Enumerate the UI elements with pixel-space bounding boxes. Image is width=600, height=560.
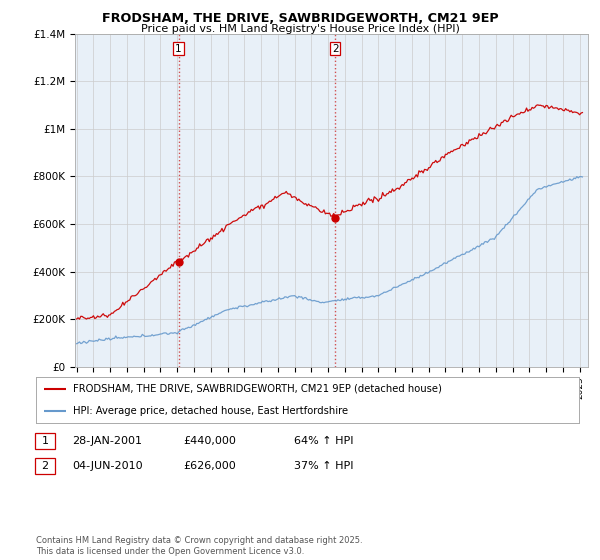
Text: 04-JUN-2010: 04-JUN-2010: [72, 461, 143, 471]
Text: 37% ↑ HPI: 37% ↑ HPI: [294, 461, 353, 471]
Text: HPI: Average price, detached house, East Hertfordshire: HPI: Average price, detached house, East…: [73, 406, 348, 416]
Text: 1: 1: [175, 44, 182, 54]
Text: 2: 2: [332, 44, 338, 54]
Text: 28-JAN-2001: 28-JAN-2001: [72, 436, 142, 446]
Text: £626,000: £626,000: [183, 461, 236, 471]
Text: 1: 1: [41, 436, 49, 446]
Text: Price paid vs. HM Land Registry's House Price Index (HPI): Price paid vs. HM Land Registry's House …: [140, 24, 460, 34]
Text: Contains HM Land Registry data © Crown copyright and database right 2025.
This d: Contains HM Land Registry data © Crown c…: [36, 536, 362, 556]
Text: 64% ↑ HPI: 64% ↑ HPI: [294, 436, 353, 446]
Text: FRODSHAM, THE DRIVE, SAWBRIDGEWORTH, CM21 9EP: FRODSHAM, THE DRIVE, SAWBRIDGEWORTH, CM2…: [101, 12, 499, 25]
Text: 2: 2: [41, 461, 49, 471]
Text: £440,000: £440,000: [183, 436, 236, 446]
Text: FRODSHAM, THE DRIVE, SAWBRIDGEWORTH, CM21 9EP (detached house): FRODSHAM, THE DRIVE, SAWBRIDGEWORTH, CM2…: [73, 384, 442, 394]
